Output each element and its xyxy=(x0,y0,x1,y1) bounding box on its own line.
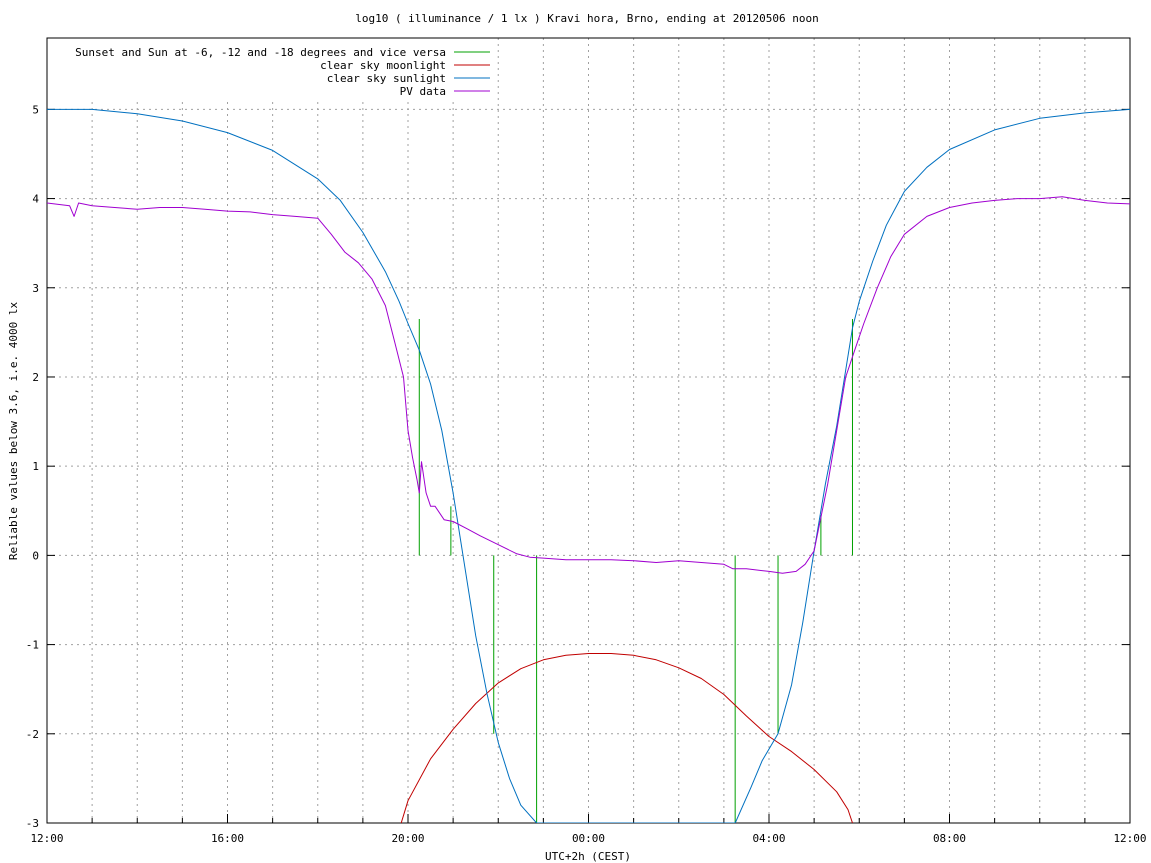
chart-title: log10 ( illuminance / 1 lx ) Kravi hora,… xyxy=(355,12,819,25)
series-line-2 xyxy=(47,108,1130,823)
x-tick-label: 12:00 xyxy=(30,832,63,845)
grid xyxy=(47,38,1130,823)
y-tick-label: 4 xyxy=(32,193,39,206)
x-tick-label: 16:00 xyxy=(211,832,244,845)
legend-background xyxy=(48,39,497,102)
series xyxy=(47,108,1130,823)
legend-label: clear sky sunlight xyxy=(327,72,446,85)
x-axis-label: UTC+2h (CEST) xyxy=(545,850,631,863)
y-tick-label: -3 xyxy=(26,817,39,830)
legend-label: clear sky moonlight xyxy=(320,59,446,72)
legend: Sunset and Sun at -6, -12 and -18 degree… xyxy=(48,39,497,102)
y-tick-label: 2 xyxy=(32,371,39,384)
y-axis-label: Reliable values below 3.6, i.e. 4000 lx xyxy=(7,301,20,560)
y-tick-label: 0 xyxy=(32,549,39,562)
y-tick-label: -2 xyxy=(26,728,39,741)
y-tick-label: -1 xyxy=(26,639,39,652)
x-tick-label: 08:00 xyxy=(933,832,966,845)
legend-label: PV data xyxy=(400,85,446,98)
series-line-1 xyxy=(400,653,853,823)
y-tick-label: 1 xyxy=(32,460,39,473)
legend-label: Sunset and Sun at -6, -12 and -18 degree… xyxy=(75,46,446,59)
x-tick-label: 04:00 xyxy=(752,832,785,845)
series-line-3 xyxy=(47,196,1130,574)
x-tick-label: 12:00 xyxy=(1113,832,1146,845)
x-tick-label: 20:00 xyxy=(391,832,424,845)
y-tick-label: 3 xyxy=(32,282,39,295)
y-tick-label: 5 xyxy=(32,103,39,116)
x-tick-label: 00:00 xyxy=(572,832,605,845)
